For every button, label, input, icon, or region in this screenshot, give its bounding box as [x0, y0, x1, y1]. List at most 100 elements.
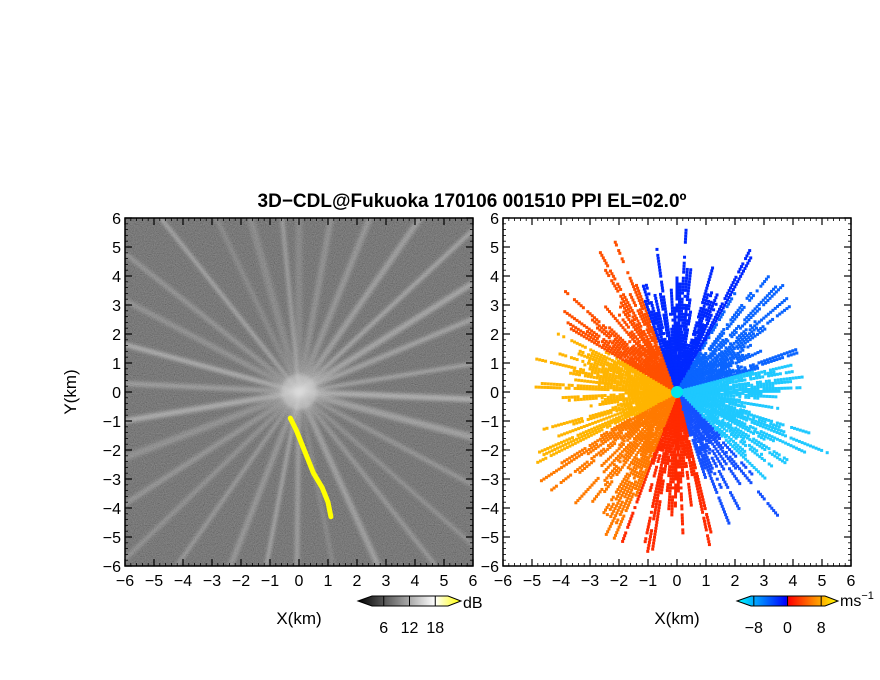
- velocity-pixel: [741, 382, 745, 386]
- velocity-pixel: [790, 425, 794, 429]
- velocity-pixel: [762, 458, 766, 462]
- velocity-rays: [534, 228, 829, 553]
- velocity-pixel: [578, 420, 582, 424]
- velocity-pixel: [605, 416, 609, 420]
- velocity-pixel: [680, 330, 684, 334]
- velocity-pixel: [739, 469, 743, 473]
- velocity-pixel: [770, 373, 774, 377]
- velocity-pixel: [647, 446, 651, 450]
- velocity-pixel: [550, 449, 554, 453]
- velocity-pixel: [572, 457, 576, 461]
- velocity-pixel: [731, 281, 735, 285]
- velocity-pixel: [751, 294, 755, 298]
- velocity-pixel: [670, 441, 674, 445]
- velocity-pixel: [615, 435, 619, 439]
- velocity-pixel: [721, 507, 725, 511]
- velocity-pixel: [732, 452, 736, 456]
- velocity-pixel: [774, 290, 778, 294]
- velocity-pixel: [681, 318, 685, 322]
- velocity-pixel: [785, 307, 789, 311]
- velocity-pixel: [608, 507, 612, 511]
- velocity-pixel: [685, 270, 689, 274]
- velocity-pixel: [705, 455, 709, 459]
- velocity-pixel: [639, 430, 643, 434]
- velocity-pixel: [659, 491, 663, 495]
- velocity-pixel: [768, 357, 772, 361]
- velocity-pixel: [694, 478, 698, 482]
- velocity-pixel: [729, 393, 733, 397]
- velocity-pixel: [620, 454, 624, 458]
- velocity-pixel: [789, 444, 793, 448]
- velocity-pixel: [679, 360, 683, 364]
- velocity-pixel: [741, 388, 745, 392]
- velocity-pixel: [717, 347, 721, 351]
- velocity-pixel: [720, 392, 724, 396]
- velocity-pixel: [600, 463, 604, 467]
- velocity-pixel: [743, 401, 747, 405]
- velocity-pixel: [676, 450, 680, 454]
- velocity-pixel: [720, 388, 724, 392]
- velocity-pixel: [755, 364, 759, 368]
- velocity-pixel: [744, 354, 748, 358]
- velocity-pixel: [765, 384, 769, 388]
- velocity-pixel: [707, 451, 711, 455]
- velocity-pixel: [679, 486, 683, 490]
- velocity-pixel: [741, 355, 745, 359]
- velocity-pixel: [743, 366, 747, 370]
- velocity-pixel: [719, 462, 723, 466]
- velocity-pixel: [665, 455, 669, 459]
- velocity-pixel: [737, 338, 741, 342]
- velocity-pixel: [666, 418, 670, 422]
- velocity-pixel: [775, 437, 779, 441]
- velocity-pixel: [745, 416, 749, 420]
- reflectivity-yellow-trace: [287, 415, 334, 520]
- velocity-pixel: [702, 473, 706, 477]
- velocity-pixel: [618, 513, 622, 517]
- velocity-pixel: [722, 467, 726, 471]
- velocity-pixel: [771, 356, 775, 360]
- velocity-pixel: [777, 381, 781, 385]
- velocity-pixel: [640, 479, 644, 483]
- velocity-pixel: [735, 391, 739, 395]
- velocity-pixel: [582, 431, 586, 435]
- velocity-pixel: [688, 301, 692, 305]
- velocity-pixel: [691, 348, 695, 352]
- velocity-pixel: [729, 352, 733, 356]
- velocity-pixel: [801, 429, 805, 433]
- velocity-pixel: [678, 294, 682, 298]
- velocity-pixel: [622, 455, 626, 459]
- velocity-pixel: [665, 446, 669, 450]
- velocity-pixel: [778, 422, 782, 426]
- velocity-pixel: [659, 448, 663, 452]
- velocity-pixel: [696, 331, 700, 335]
- velocity-pixel: [562, 464, 566, 468]
- x-tick-label: −1: [261, 573, 279, 590]
- velocity-pixel: [624, 453, 628, 457]
- velocity-pixel: [680, 333, 684, 337]
- velocity-pixel: [656, 478, 660, 482]
- velocity-pixel: [761, 362, 765, 366]
- velocity-pixel: [550, 488, 554, 492]
- velocity-pixel: [644, 462, 648, 466]
- velocity-pixel: [680, 306, 684, 310]
- velocity-pixel: [706, 445, 710, 449]
- velocity-pixel: [720, 330, 724, 334]
- velocity-pixel: [603, 410, 607, 414]
- velocity-pixel: [729, 364, 733, 368]
- velocity-pixel: [736, 308, 740, 312]
- velocity-pixel: [792, 426, 796, 430]
- velocity-pixel: [738, 445, 742, 449]
- velocity-pixel: [684, 449, 688, 453]
- velocity-pixel: [689, 455, 693, 459]
- velocity-pixel: [657, 444, 661, 448]
- velocity-pixel: [680, 516, 684, 520]
- velocity-pixel: [800, 441, 804, 445]
- velocity-pixel: [615, 473, 619, 477]
- velocity-pixel: [674, 462, 678, 466]
- velocity-pixel: [783, 461, 787, 465]
- velocity-pixel: [707, 543, 711, 547]
- velocity-pixel: [768, 389, 772, 393]
- velocity-pixel: [727, 521, 731, 525]
- velocity-pixel: [611, 435, 615, 439]
- velocity-pixel: [683, 431, 687, 435]
